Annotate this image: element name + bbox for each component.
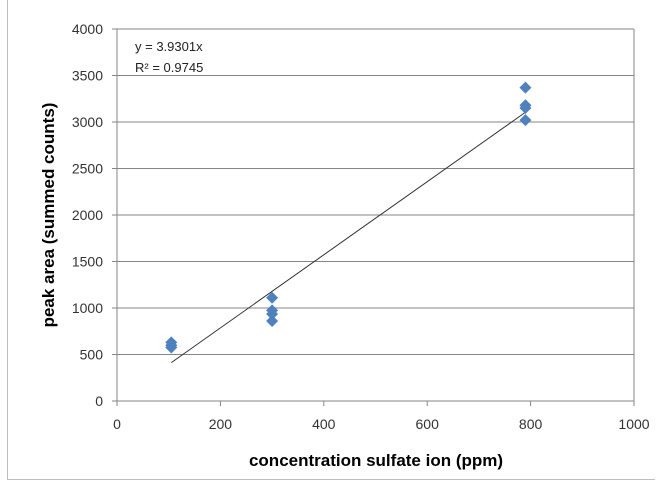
x-tick-label-1000: 1000 <box>618 416 649 432</box>
y-tick-label-500: 500 <box>80 347 104 363</box>
gridlines <box>117 28 634 355</box>
x-tick-label-800: 800 <box>519 416 543 432</box>
x-axis-title: concentration sulfate ion (ppm) <box>249 451 503 470</box>
y-tick-label-4000: 4000 <box>72 21 103 37</box>
x-tick-labels: 0 200 400 600 800 1000 <box>113 416 650 432</box>
chart-frame <box>7 0 655 480</box>
y-tick-label-2500: 2500 <box>72 161 103 177</box>
trendline <box>170 111 526 364</box>
y-tick-label-2000: 2000 <box>72 207 103 223</box>
trendline-equation: y = 3.9301x <box>135 39 203 54</box>
data-point-0-9 <box>519 102 532 115</box>
x-tick-label-200: 200 <box>209 416 233 432</box>
trendline-layer <box>170 111 526 364</box>
y-tick-labels: 0 500 1000 1500 2000 2500 3000 3500 4000 <box>72 21 103 409</box>
data-point-0-5 <box>266 308 279 321</box>
axes <box>112 28 635 406</box>
y-axis-title: peak area (summed counts) <box>39 103 58 328</box>
y-tick-label-1500: 1500 <box>72 254 103 270</box>
y-tick-label-1000: 1000 <box>72 300 103 316</box>
x-tick-label-600: 600 <box>416 416 440 432</box>
data-point-0-6 <box>266 315 279 328</box>
x-tick-label-400: 400 <box>312 416 336 432</box>
trendline-r-squared: R² = 0.9745 <box>135 60 203 75</box>
data-point-0-2 <box>165 341 178 354</box>
data-points <box>165 81 532 354</box>
data-point-0-10 <box>519 114 532 127</box>
y-tick-label-3000: 3000 <box>72 114 103 130</box>
y-tick-label-0: 0 <box>95 393 103 409</box>
x-tick-label-0: 0 <box>113 416 121 432</box>
y-tick-label-3500: 3500 <box>72 68 103 84</box>
data-point-0-3 <box>266 291 279 304</box>
data-point-0-7 <box>519 81 532 94</box>
